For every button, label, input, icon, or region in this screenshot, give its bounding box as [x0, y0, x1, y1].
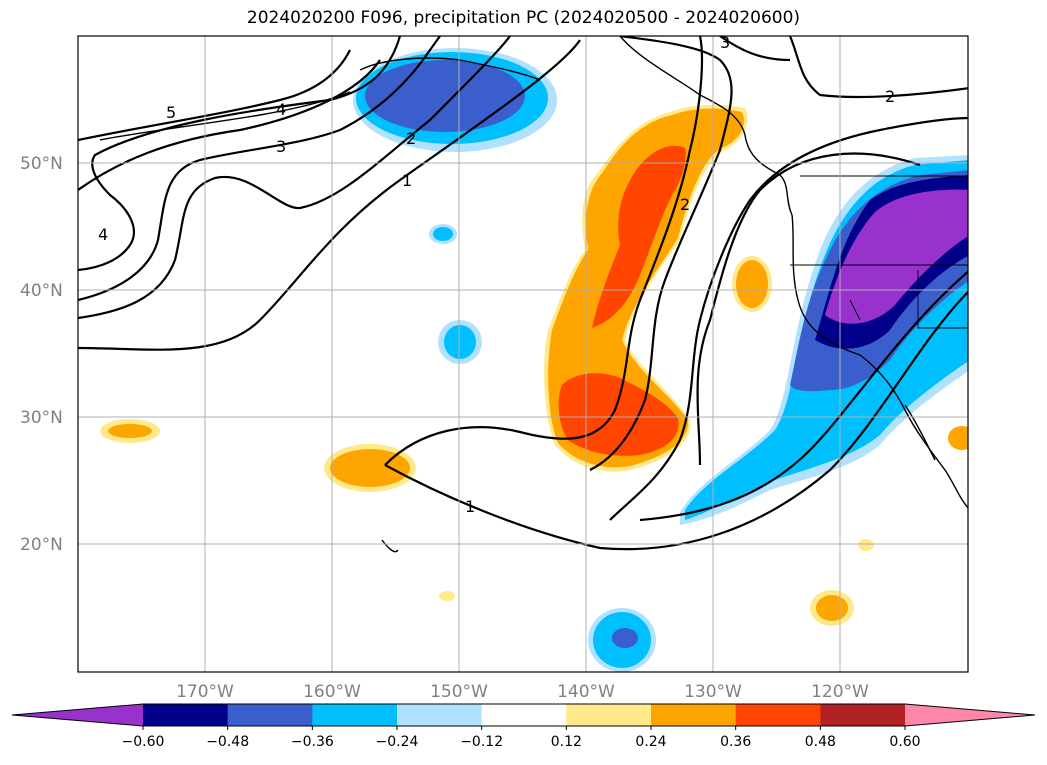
contour-label-1: 1: [402, 171, 412, 190]
colorbar-tick-label: −0.36: [291, 734, 334, 750]
contour-label-3: 3: [276, 137, 286, 156]
colorbar-segment: [143, 704, 229, 726]
colorbar-segment: [820, 704, 906, 726]
negative-anomaly-alaska: [353, 48, 557, 152]
map-frame: [77, 35, 969, 673]
coastline: [99, 36, 968, 553]
contour-label-3b: 3: [720, 33, 730, 52]
contour-label-2c: 2: [885, 87, 895, 106]
negative-anomaly-west-coast: [680, 155, 968, 525]
longitude-labels: 170°W 160°W 150°W 140°W 130°W 120°W: [176, 682, 869, 702]
contour-label-1b: 1: [465, 497, 475, 516]
colorbar-tick-label: 0.60: [889, 734, 920, 750]
colorbar-tick-label: −0.24: [376, 734, 419, 750]
lat-lon-grid: [78, 36, 968, 672]
colorbar-extend-high: [905, 704, 1035, 726]
colorbar-segment: [651, 704, 737, 726]
colorbar-tick-label: −0.48: [206, 734, 249, 750]
contour-1: [78, 39, 581, 351]
colorbar-tick-label: 0.36: [720, 734, 751, 750]
contour-1-south: [384, 36, 704, 466]
lon-label-120w: 120°W: [811, 682, 869, 702]
contour-label-4: 4: [276, 100, 286, 119]
contour-1-ar: [384, 290, 968, 551]
colorbar-segment: [566, 704, 652, 726]
colorbar-tick-label: 0.24: [635, 734, 666, 750]
lat-label-20n: 20°N: [20, 535, 63, 555]
lat-label-40n: 40°N: [20, 281, 63, 301]
lon-label-150w: 150°W: [430, 682, 488, 702]
lat-label-30n: 30°N: [20, 408, 63, 428]
positive-anomaly-spots: [100, 256, 968, 626]
contour-label-2b: 2: [680, 195, 690, 214]
colorbar: −0.60 −0.48 −0.36 −0.24 −0.12 0.12 0.24 0.36 0.4…: [11, 703, 1036, 750]
colorbar-tick-label: −0.12: [460, 734, 503, 750]
colorbar-segment: [397, 704, 483, 726]
colorbar-tick-label: −0.60: [122, 734, 165, 750]
contour-label-2: 2: [406, 129, 416, 148]
lon-label-170w: 170°W: [176, 682, 234, 702]
colorbar-segment: [227, 704, 313, 726]
lon-label-130w: 130°W: [684, 682, 742, 702]
negative-anomaly-spots: [429, 224, 656, 672]
map-title: 2024020200 F096, precipitation PC (20240…: [246, 8, 801, 28]
contour-lines: [78, 36, 968, 551]
map-area: 5 4 3 2 1 2 3 2 1 4: [78, 33, 968, 672]
colorbar-tick-label: 0.48: [805, 734, 836, 750]
colorbar-tick-label: 0.12: [551, 734, 582, 750]
contour-label-group: 5 4 3 2 1 2 3 2 1 4: [98, 33, 895, 516]
lat-label-50n: 50°N: [20, 154, 63, 174]
lon-label-140w: 140°W: [557, 682, 615, 702]
contour-label-5: 5: [166, 103, 176, 122]
colorbar-segment: [312, 704, 398, 726]
contour-label-4b: 4: [98, 225, 108, 244]
land-borders: [790, 175, 968, 329]
latitude-labels: 50°N 40°N 30°N 20°N: [20, 154, 63, 555]
colorbar-extend-low: [12, 704, 143, 726]
colorbar-segment: [481, 704, 567, 726]
colorbar-segment: [735, 704, 821, 726]
lon-label-160w: 160°W: [303, 682, 361, 702]
